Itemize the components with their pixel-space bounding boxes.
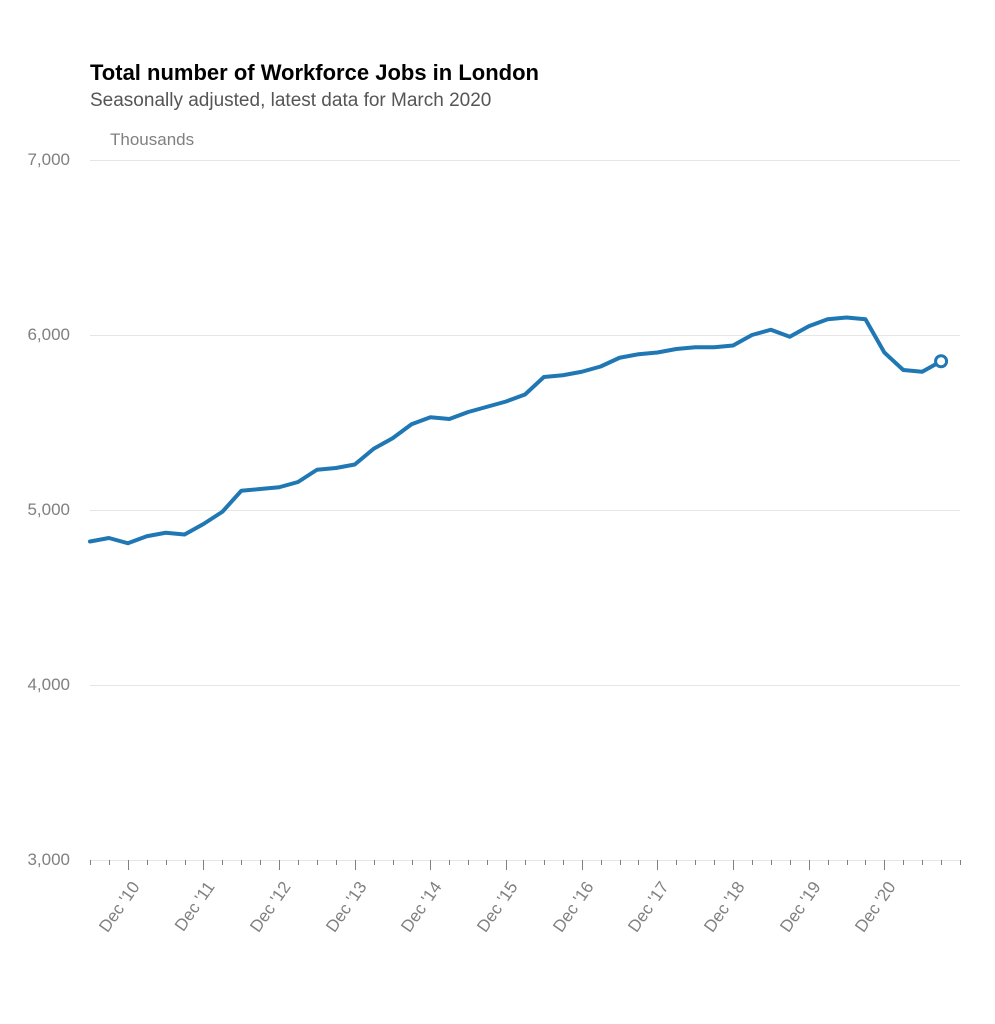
x-tick-minor — [109, 860, 110, 865]
x-tick-major — [355, 860, 356, 870]
x-tick-minor — [941, 860, 942, 865]
x-tick-major — [884, 860, 885, 870]
x-tick-minor — [336, 860, 337, 865]
x-tick-minor — [317, 860, 318, 865]
x-tick-minor — [412, 860, 413, 865]
end-marker — [936, 356, 947, 367]
line-layer — [90, 160, 960, 860]
y-tick-label: 5,000 — [27, 500, 70, 520]
x-tick-label: Dec '12 — [246, 878, 295, 936]
x-tick-minor — [525, 860, 526, 865]
x-tick-major — [809, 860, 810, 870]
x-tick-major — [582, 860, 583, 870]
chart-subtitle: Seasonally adjusted, latest data for Mar… — [90, 90, 960, 112]
x-tick-label: Dec '10 — [95, 878, 144, 936]
x-tick-minor — [922, 860, 923, 865]
x-tick-major — [733, 860, 734, 870]
x-tick-minor — [185, 860, 186, 865]
x-tick-major — [506, 860, 507, 870]
x-tick-label: Dec '17 — [625, 878, 674, 936]
y-tick-label: 3,000 — [27, 850, 70, 870]
x-tick-minor — [468, 860, 469, 865]
y-axis-title: Thousands — [110, 130, 960, 150]
x-tick-label: Dec '20 — [852, 878, 901, 936]
x-tick-minor — [449, 860, 450, 865]
y-tick-label: 7,000 — [27, 150, 70, 170]
x-tick-minor — [847, 860, 848, 865]
x-tick-minor — [695, 860, 696, 865]
x-tick-major — [279, 860, 280, 870]
data-line — [90, 318, 941, 544]
x-tick-minor — [166, 860, 167, 865]
x-tick-minor — [222, 860, 223, 865]
x-tick-minor — [771, 860, 772, 865]
x-tick-label: Dec '11 — [171, 878, 219, 935]
x-tick-minor — [752, 860, 753, 865]
x-tick-label: Dec '15 — [473, 878, 522, 936]
x-tick-minor — [90, 860, 91, 865]
x-tick-label: Dec '19 — [776, 878, 825, 936]
x-tick-label: Dec '13 — [322, 878, 371, 936]
x-tick-minor — [544, 860, 545, 865]
x-tick-minor — [790, 860, 791, 865]
x-tick-major — [657, 860, 658, 870]
x-tick-minor — [241, 860, 242, 865]
chart-container: Total number of Workforce Jobs in London… — [0, 0, 995, 1024]
x-tick-minor — [260, 860, 261, 865]
x-tick-label: Dec '18 — [700, 878, 749, 936]
x-tick-label: Dec '16 — [549, 878, 598, 936]
x-tick-minor — [638, 860, 639, 865]
x-tick-minor — [601, 860, 602, 865]
x-tick-minor — [298, 860, 299, 865]
x-tick-minor — [714, 860, 715, 865]
plot-area: 3,0004,0005,0006,0007,000Dec '10Dec '11D… — [90, 160, 960, 860]
x-tick-minor — [563, 860, 564, 865]
x-tick-minor — [865, 860, 866, 865]
x-tick-major — [128, 860, 129, 870]
chart-title: Total number of Workforce Jobs in London — [90, 60, 960, 86]
x-tick-minor — [147, 860, 148, 865]
x-tick-minor — [960, 860, 961, 865]
x-tick-major — [430, 860, 431, 870]
x-tick-minor — [620, 860, 621, 865]
x-tick-minor — [393, 860, 394, 865]
x-tick-minor — [903, 860, 904, 865]
x-tick-minor — [828, 860, 829, 865]
x-tick-label: Dec '14 — [398, 878, 447, 936]
y-tick-label: 4,000 — [27, 675, 70, 695]
x-tick-minor — [487, 860, 488, 865]
x-tick-minor — [374, 860, 375, 865]
x-tick-major — [203, 860, 204, 870]
y-tick-label: 6,000 — [27, 325, 70, 345]
x-tick-minor — [676, 860, 677, 865]
